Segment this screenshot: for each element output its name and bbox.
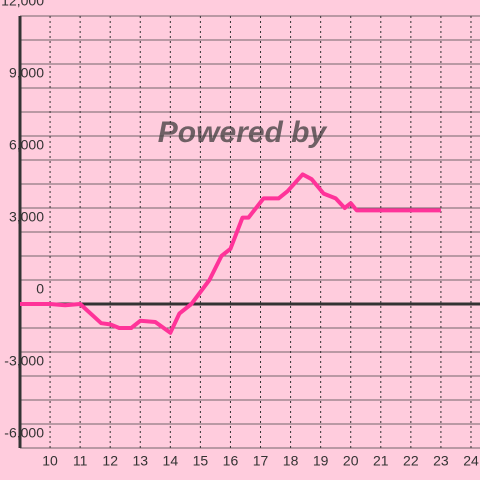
x-tick-label: 16 (223, 453, 239, 469)
y-tick-label: 9,000 (9, 65, 44, 81)
x-tick-label: 24 (463, 453, 479, 469)
y-tick-label: -6,000 (4, 425, 44, 441)
x-tick-label: 15 (193, 453, 209, 469)
y-tick-label: 6,000 (9, 137, 44, 153)
x-tick-label: 23 (433, 453, 449, 469)
data-line (20, 172, 441, 335)
x-tick-label: 14 (163, 453, 179, 469)
watermark: Powered by (158, 116, 328, 149)
y-tick-label: 3,000 (9, 209, 44, 225)
x-tick-label: 13 (132, 453, 148, 469)
x-tick-label: 21 (373, 453, 389, 469)
y-tick-label: -3,000 (4, 353, 44, 369)
x-tick-label: 17 (253, 453, 269, 469)
x-tick-label: 10 (42, 453, 58, 469)
x-tick-label: 11 (73, 453, 88, 469)
x-tick-label: 20 (343, 453, 359, 469)
x-tick-label: 22 (403, 453, 419, 469)
y-tick-label: 0 (36, 281, 44, 297)
x-tick-label: 19 (313, 453, 329, 469)
y-tick-label: 12,000 (1, 0, 44, 9)
x-tick-label: 18 (283, 453, 299, 469)
x-tick-label: 12 (102, 453, 118, 469)
